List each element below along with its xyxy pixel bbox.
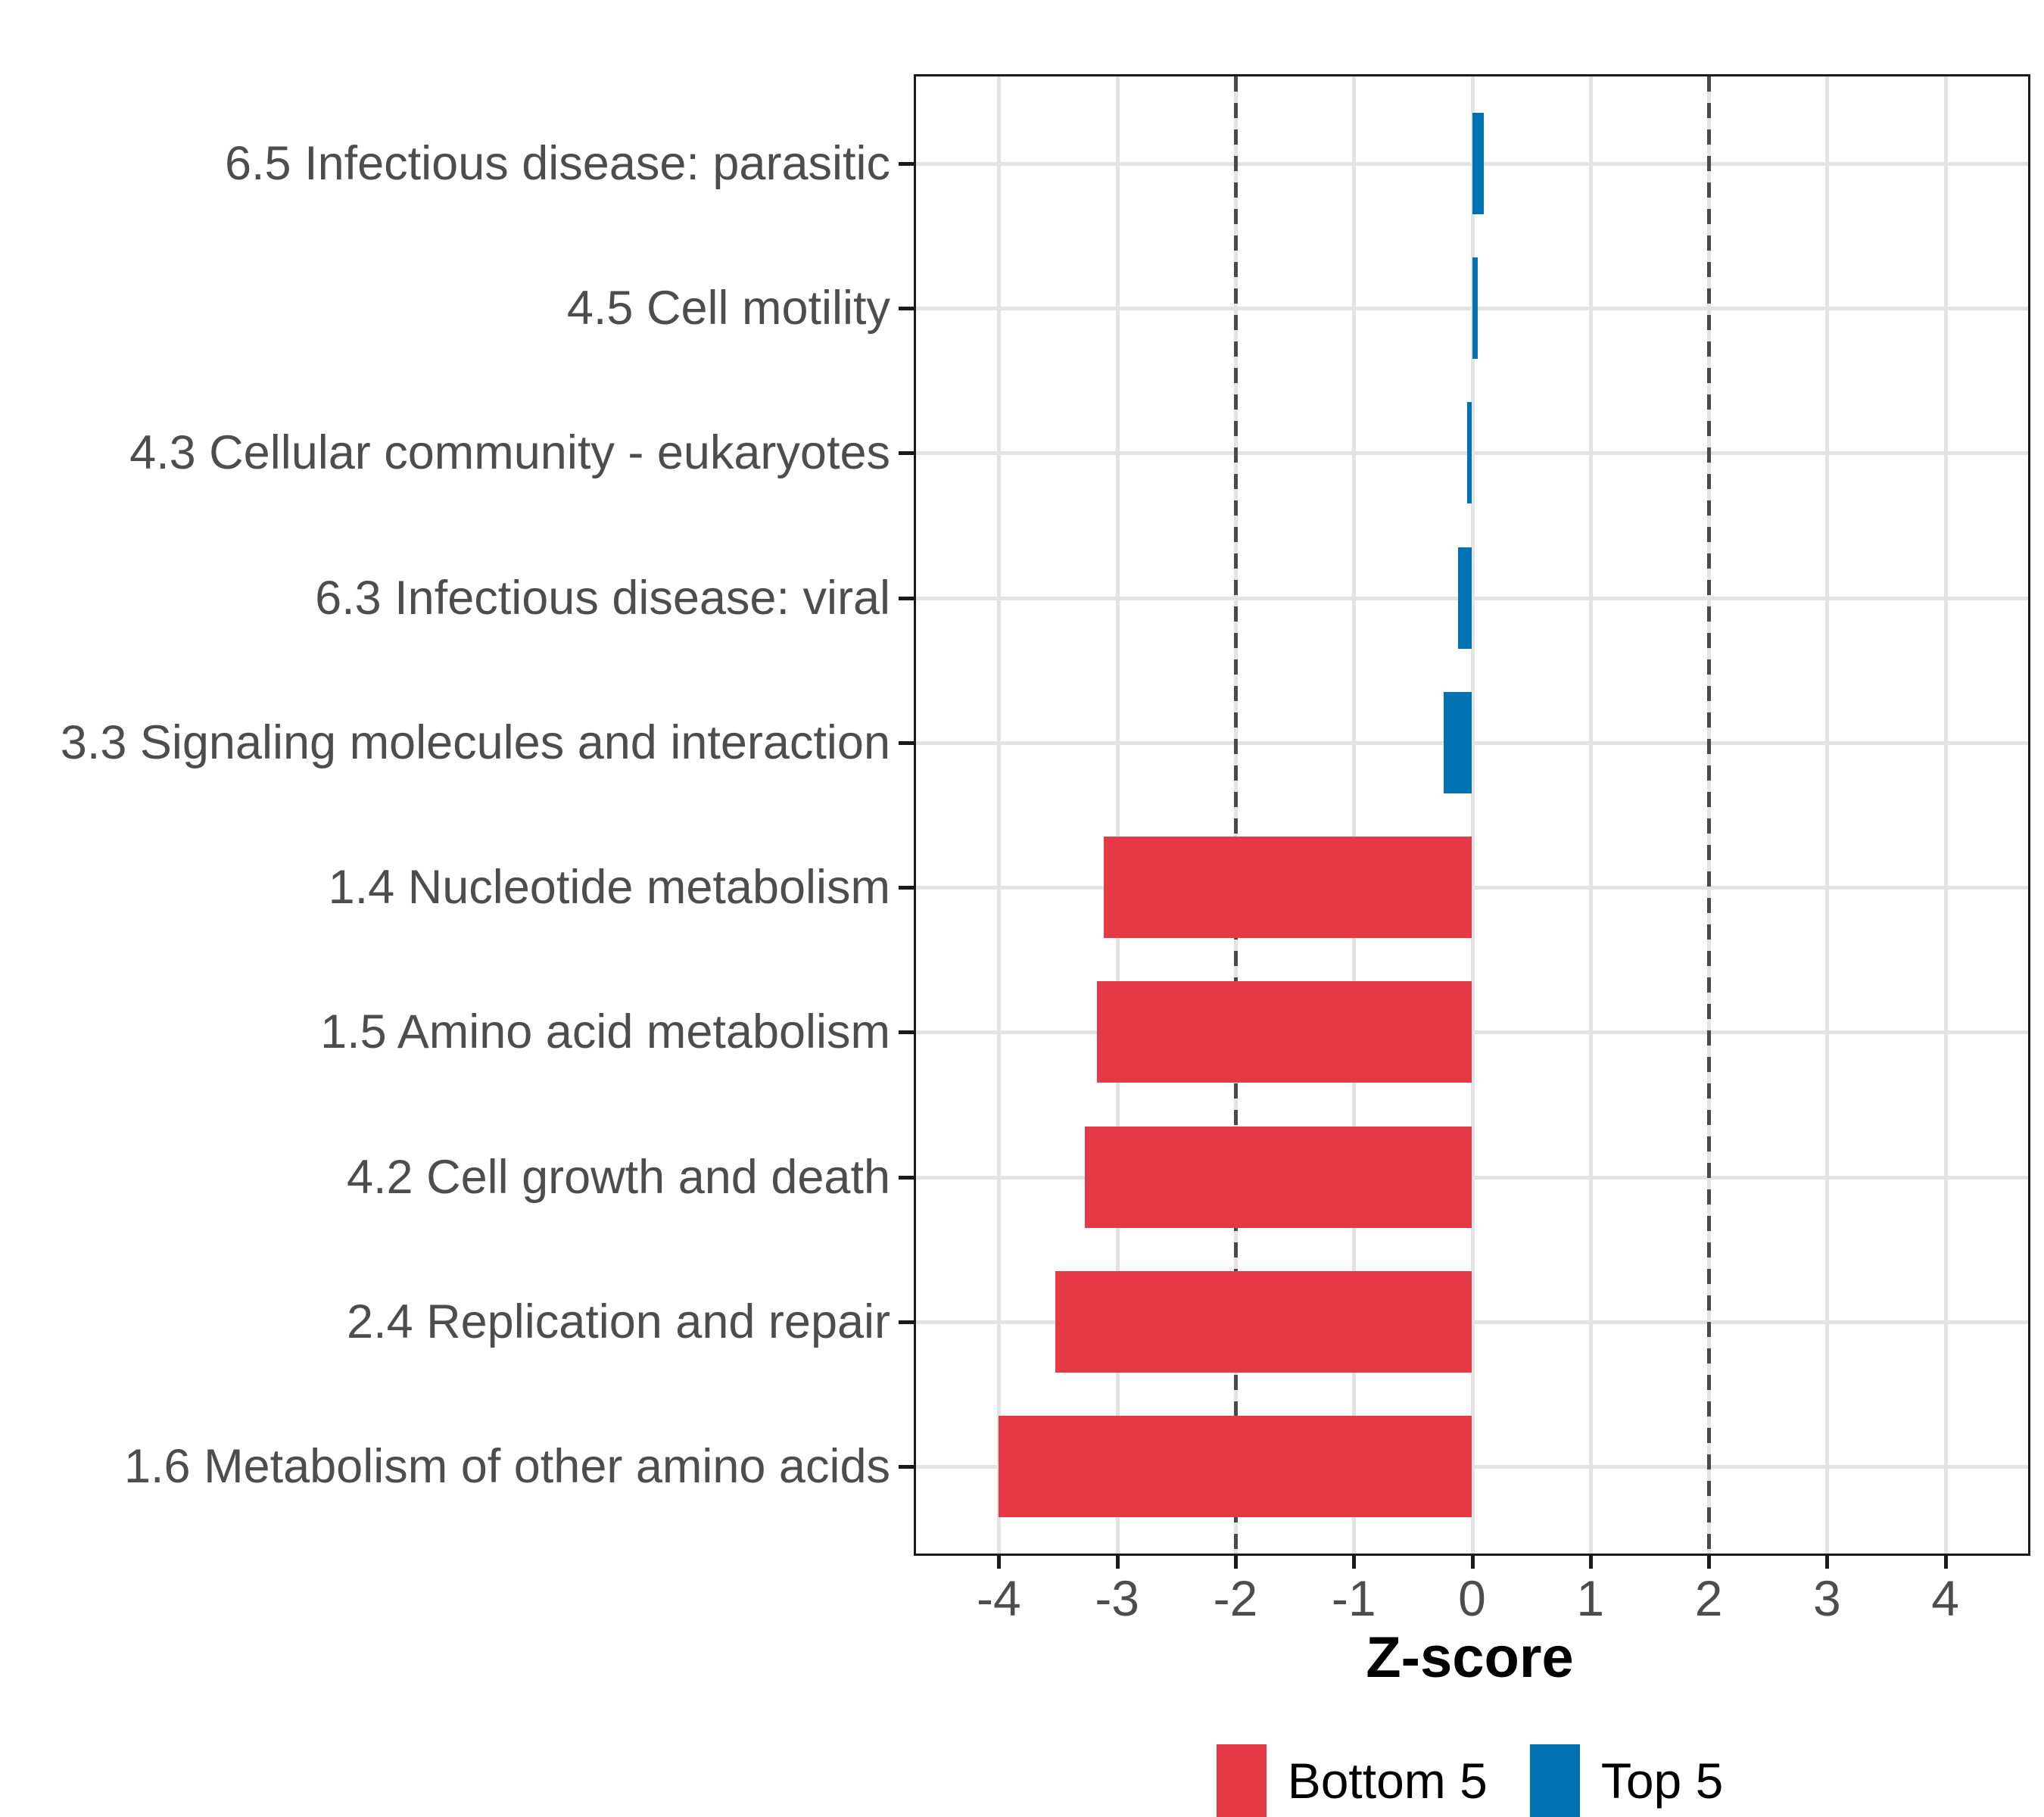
y-tick-6-5-infectious-disease-parasitic (899, 161, 914, 166)
legend-key-bottom-5 (1216, 1744, 1267, 1817)
gridline-x--4 (997, 76, 1002, 1554)
gridline-y-1-4-nucleotide-metabolism (916, 886, 2028, 890)
x-tick--4 (997, 1554, 1002, 1569)
x-axis-title: Z-score (1366, 1625, 1574, 1690)
y-label-1-4-nucleotide-metabolism: 1.4 Nucleotide metabolism (328, 861, 890, 915)
legend-item-bottom-5: Bottom 5 (1216, 1744, 1488, 1817)
x-tick-label-3: 3 (1812, 1570, 1841, 1626)
gridline-y-1-5-amino-acid-metabolism (916, 1030, 2028, 1035)
y-label-1-6-metabolism-of-other-amino-acids: 1.6 Metabolism of other amino acids (124, 1440, 890, 1494)
y-tick-6-3-infectious-disease-viral (899, 596, 914, 600)
bar-1-4-nucleotide-metabolism (1104, 837, 1472, 939)
bar-4-5-cell-motility (1472, 257, 1478, 359)
legend: Bottom 5 Top 5 (914, 1743, 2026, 1817)
y-tick-4-2-cell-growth-and-death (899, 1175, 914, 1180)
gridline-y-4-3-cellular-community-eukaryotes (916, 451, 2028, 456)
gridline-x-1 (1588, 76, 1593, 1554)
y-label-4-2-cell-growth-and-death: 4.2 Cell growth and death (347, 1150, 890, 1204)
gridline-y-3-3-signaling-molecules-and-interaction (916, 740, 2028, 745)
y-label-2-4-replication-and-repair: 2.4 Replication and repair (347, 1295, 890, 1348)
bar-3-3-signaling-molecules-and-interaction (1443, 691, 1472, 793)
x-tick-1 (1588, 1554, 1593, 1569)
x-tick-3 (1825, 1554, 1830, 1569)
x-tick-0 (1470, 1554, 1475, 1569)
y-tick-2-4-replication-and-repair (899, 1320, 914, 1324)
bar-1-6-metabolism-of-other-amino-acids (999, 1416, 1472, 1518)
gridline-x-4 (1943, 76, 1948, 1554)
gridline-y-4-2-cell-growth-and-death (916, 1175, 2028, 1180)
x-tick-label-4: 4 (1931, 1570, 1959, 1626)
x-tick--2 (1233, 1554, 1238, 1569)
x-tick-label-2: 2 (1694, 1570, 1723, 1626)
gridline-x--1 (1352, 76, 1357, 1554)
y-tick-1-4-nucleotide-metabolism (899, 886, 914, 890)
x-tick-label--3: -3 (1095, 1570, 1139, 1626)
x-tick-2 (1707, 1554, 1712, 1569)
legend-key-top-5 (1529, 1744, 1580, 1817)
bar-4-3-cellular-community-eukaryotes (1467, 402, 1472, 504)
gridline-x-0 (1470, 76, 1475, 1554)
y-tick-3-3-signaling-molecules-and-interaction (899, 740, 914, 745)
y-label-1-5-amino-acid-metabolism: 1.5 Amino acid metabolism (320, 1005, 890, 1059)
legend-item-top-5: Top 5 (1529, 1744, 1724, 1817)
y-label-4-3-cellular-community-eukaryotes: 4.3 Cellular community - eukaryotes (129, 426, 890, 480)
bar-4-2-cell-growth-and-death (1085, 1126, 1472, 1228)
x-tick-label--2: -2 (1213, 1570, 1258, 1626)
x-tick-label--1: -1 (1331, 1570, 1376, 1626)
bar-6-5-infectious-disease-parasitic (1472, 112, 1485, 214)
x-tick-4 (1943, 1554, 1948, 1569)
gridline-x-3 (1825, 76, 1830, 1554)
x-tick-label-1: 1 (1576, 1570, 1605, 1626)
gridline-y-1-6-metabolism-of-other-amino-acids (916, 1465, 2028, 1469)
reference-line-minus-2 (1233, 76, 1238, 1554)
x-tick-label--4: -4 (977, 1570, 1021, 1626)
legend-label-bottom-5: Bottom 5 (1287, 1753, 1488, 1809)
legend-label-top-5: Top 5 (1600, 1753, 1724, 1809)
x-tick-label-0: 0 (1458, 1570, 1486, 1626)
reference-line-plus-2 (1707, 76, 1712, 1554)
y-tick-4-5-cell-motility (899, 307, 914, 311)
y-label-6-3-infectious-disease-viral: 6.3 Infectious disease: viral (315, 571, 890, 625)
y-tick-1-5-amino-acid-metabolism (899, 1030, 914, 1035)
gridline-x--3 (1115, 76, 1120, 1554)
bar-2-4-replication-and-repair (1055, 1271, 1472, 1373)
plot-panel (914, 74, 2030, 1556)
bar-1-5-amino-acid-metabolism (1097, 981, 1472, 1083)
gridline-y-6-3-infectious-disease-viral (916, 596, 2028, 600)
gridline-y-2-4-replication-and-repair (916, 1320, 2028, 1324)
y-label-4-5-cell-motility: 4.5 Cell motility (566, 281, 890, 335)
x-tick--3 (1115, 1554, 1120, 1569)
y-tick-4-3-cellular-community-eukaryotes (899, 451, 914, 456)
x-tick--1 (1352, 1554, 1357, 1569)
y-label-6-5-infectious-disease-parasitic: 6.5 Infectious disease: parasitic (225, 136, 890, 190)
bar-6-3-infectious-disease-viral (1457, 547, 1472, 649)
y-tick-1-6-metabolism-of-other-amino-acids (899, 1465, 914, 1469)
y-label-3-3-signaling-molecules-and-interaction: 3.3 Signaling molecules and interaction (60, 715, 890, 769)
